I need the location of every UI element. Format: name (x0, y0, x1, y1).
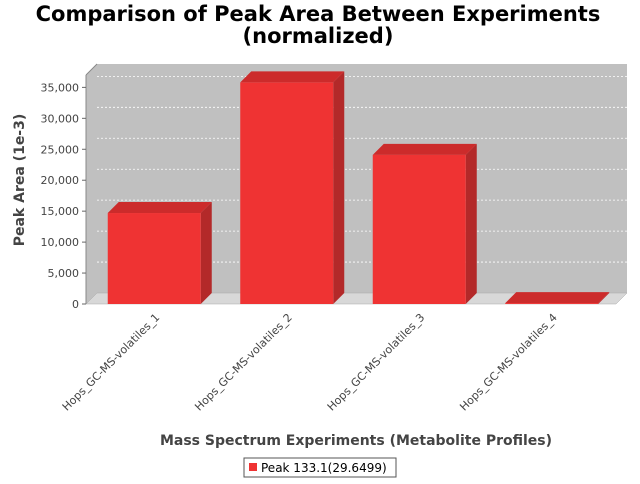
x-axis-ticks: Hops_GC-MS-volatiles_1 Hops_GC-MS-volatil… (60, 311, 560, 414)
bars (107, 71, 610, 304)
plot-top-edge (85, 63, 98, 76)
bar-top (240, 71, 345, 83)
y-tick-label: 25,000 (41, 143, 80, 156)
y-axis-label: Peak Area (1e-3) (12, 114, 28, 247)
bar-top (505, 292, 610, 304)
bar-side (598, 292, 610, 304)
bar-front (372, 154, 466, 304)
bar-front (240, 82, 334, 304)
x-axis-label: Mass Spectrum Experiments (Metabolite Pr… (160, 433, 552, 449)
bar (107, 202, 212, 304)
chart-title-line-1: Comparison of Peak Area Between Experime… (36, 2, 601, 26)
chart-title-line-2: (normalized) (243, 24, 394, 48)
bar-side (465, 143, 477, 304)
y-axis-ticks: 0 5,000 10,000 15,000 20,000 25,000 30,000 35,0… (41, 81, 86, 311)
legend-swatch (249, 463, 257, 471)
legend: Peak 133.1(29.6499) (243, 457, 397, 478)
y-tick-label: 35,000 (41, 81, 80, 94)
x-tick-label: Hops_GC-MS-volatiles_4 (457, 311, 560, 414)
bar (372, 143, 477, 304)
y-tick-label: 10,000 (41, 236, 80, 249)
legend-label: Peak 133.1(29.6499) (261, 461, 387, 475)
bar (505, 292, 610, 304)
y-tick-label: 5,000 (48, 267, 80, 280)
plot-background (86, 64, 627, 304)
bar-side (333, 71, 345, 304)
y-tick-label: 20,000 (41, 174, 80, 187)
x-tick-label: Hops_GC-MS-volatiles_2 (192, 311, 295, 414)
y-tick-label: 15,000 (41, 205, 80, 218)
legend-box (243, 457, 397, 478)
x-tick-label: Hops_GC-MS-volatiles_1 (60, 311, 163, 414)
bar-top (107, 202, 212, 214)
bar-front (107, 213, 201, 304)
y-tick-label: 30,000 (41, 112, 80, 125)
x-tick-label: Hops_GC-MS-volatiles_3 (325, 311, 428, 414)
bar-side (200, 202, 212, 304)
bar-top (372, 143, 477, 155)
bar-front (505, 303, 599, 304)
bar (240, 71, 345, 304)
y-tick-label: 0 (72, 298, 79, 311)
plot-area (85, 63, 628, 305)
